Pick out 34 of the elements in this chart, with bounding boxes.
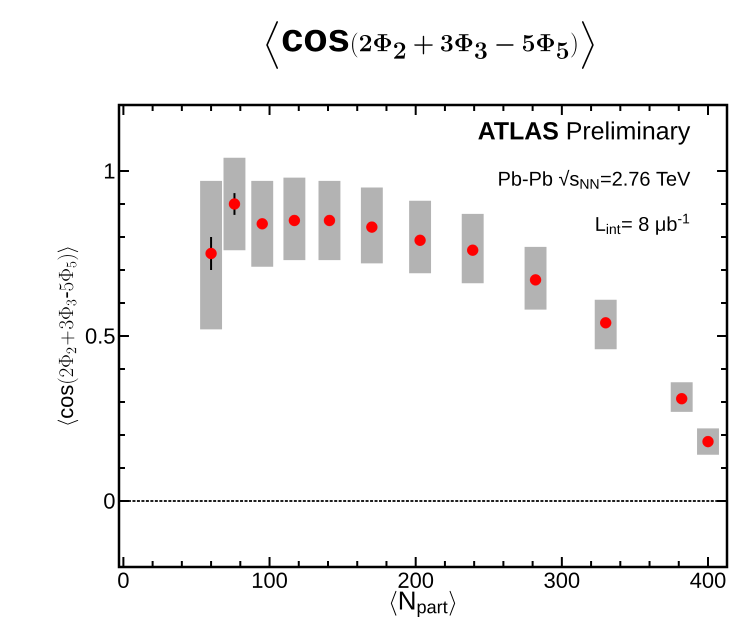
- point: [600, 317, 612, 328]
- annotation: ATLAS Preliminary: [478, 121, 690, 145]
- y-tick-label: 0.5: [86, 328, 115, 344]
- point: [205, 248, 217, 260]
- bar: [409, 200, 432, 274]
- annotation: L$_{int}$= 8 μb$^{-1}$: [596, 214, 690, 235]
- point: [530, 274, 542, 286]
- point: [702, 436, 714, 448]
- y-axis-title: $\langle \mathsf{cos}(2\Phi_2\!+\!3\Phi_3\text{-}5\Phi_5)\rangle$: [58, 247, 78, 425]
- point: [324, 214, 336, 226]
- chart-title: $\boldsymbol{\left\langle \cos\!\left(2\Phi_2+3\Phi_3-5\Phi_5\right)\right\rangle}$: [266, 21, 594, 69]
- x-tick-label: 200: [398, 572, 434, 588]
- bar: [462, 214, 484, 284]
- y-tick-label: 1: [104, 163, 114, 179]
- point: [366, 221, 378, 233]
- y-tick-label: 0: [104, 493, 115, 509]
- x-tick-label: 300: [544, 572, 580, 588]
- point: [414, 234, 426, 246]
- bar: [524, 246, 547, 310]
- bar: [360, 187, 383, 264]
- point: [288, 214, 300, 226]
- bar: [283, 178, 306, 260]
- point: [467, 244, 478, 256]
- bar: [251, 180, 274, 267]
- x-tick-label: 400: [690, 572, 726, 588]
- point: [676, 393, 688, 404]
- bar: [318, 180, 340, 260]
- x-tick-label: 100: [252, 572, 287, 588]
- annotation: Pb-Pb √s$_{NN}$=2.76 TeV: [499, 170, 690, 189]
- point: [256, 218, 268, 230]
- x-axis-title: $\langle \mathsf{N}_{\mathsf{part}}\rangle$: [390, 590, 456, 617]
- bar: [594, 300, 617, 350]
- point: [228, 198, 240, 210]
- x-tick-label: 0: [118, 572, 129, 588]
